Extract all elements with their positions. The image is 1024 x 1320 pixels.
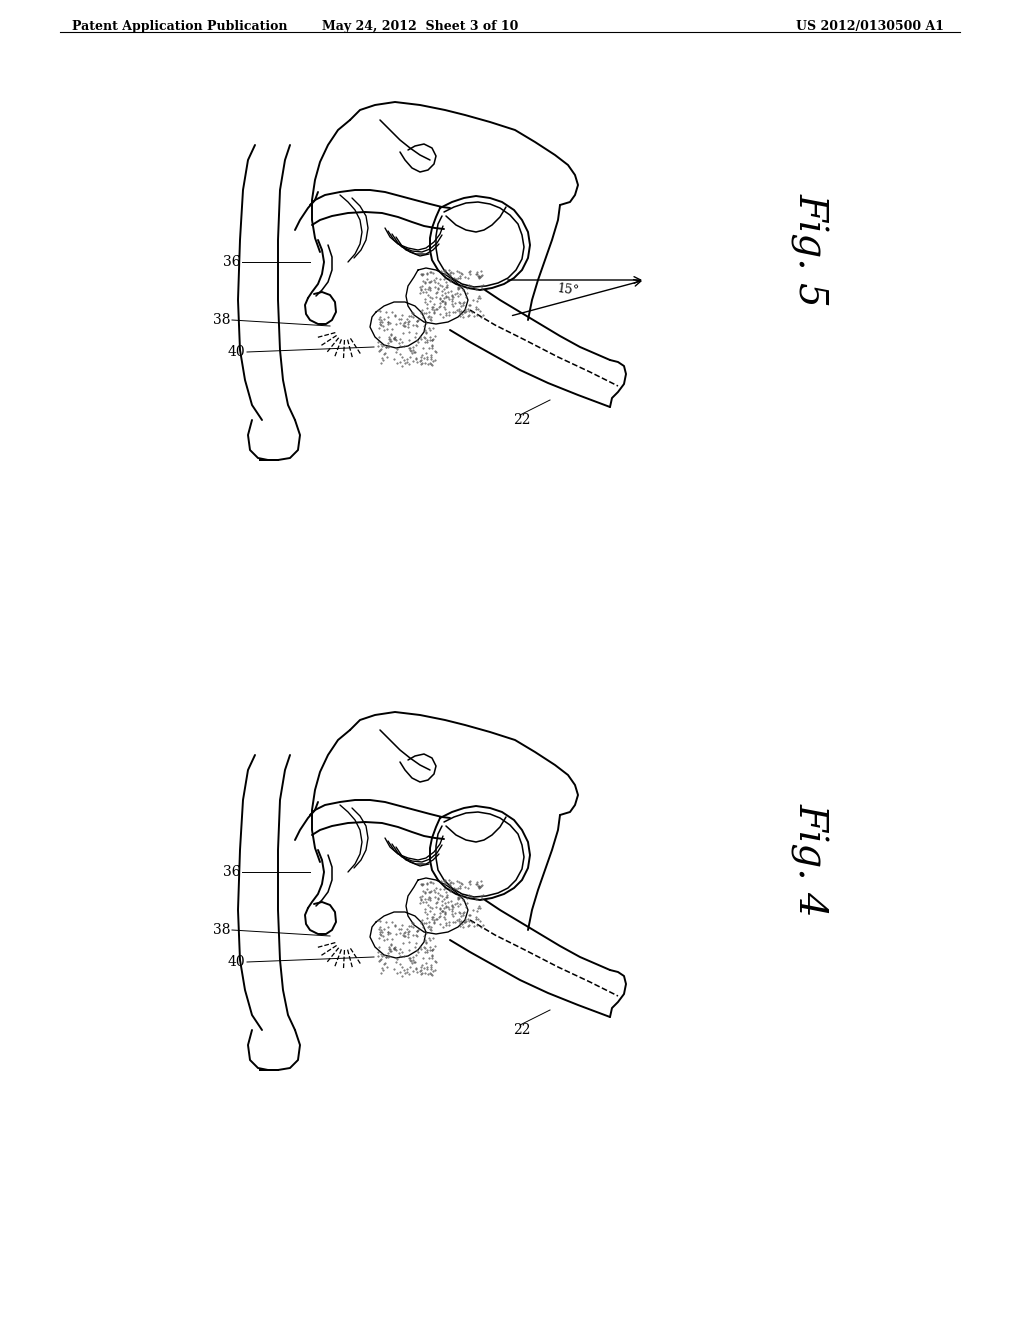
Text: 15°: 15° xyxy=(556,282,580,298)
Text: 36: 36 xyxy=(222,255,240,269)
Text: May 24, 2012  Sheet 3 of 10: May 24, 2012 Sheet 3 of 10 xyxy=(322,20,518,33)
Text: 22: 22 xyxy=(513,1023,530,1038)
Text: US 2012/0130500 A1: US 2012/0130500 A1 xyxy=(796,20,944,33)
Text: 22: 22 xyxy=(513,413,530,426)
Text: 40: 40 xyxy=(227,345,245,359)
Text: Fig. 4: Fig. 4 xyxy=(791,803,829,917)
Text: Fig. 5: Fig. 5 xyxy=(791,193,829,306)
Text: 38: 38 xyxy=(213,313,230,327)
Text: 40: 40 xyxy=(227,954,245,969)
Text: 38: 38 xyxy=(213,923,230,937)
Text: Patent Application Publication: Patent Application Publication xyxy=(72,20,288,33)
Text: 36: 36 xyxy=(222,865,240,879)
